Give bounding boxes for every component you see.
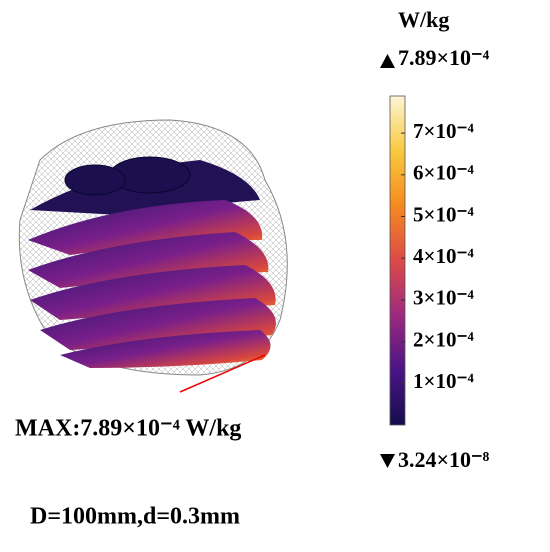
tick-label: 3×10⁻⁴ bbox=[413, 286, 475, 310]
tick-label: 5×10⁻⁴ bbox=[413, 202, 475, 226]
tick-label: 7×10⁻⁴ bbox=[413, 119, 475, 143]
tick-label: 6×10⁻⁴ bbox=[413, 161, 475, 185]
colorbar: 1×10⁻⁴ 2×10⁻⁴ 3×10⁻⁴ 4×10⁻⁴ 5×10⁻⁴ 6×10⁻⁴ 7×10… bbox=[389, 95, 475, 426]
max-annotation: MAX:7.89×10⁻⁴ W/kg bbox=[15, 416, 241, 442]
min-triangle bbox=[380, 454, 395, 468]
min-label: 3.24×10⁻⁸ bbox=[398, 447, 490, 472]
colorbar-fill bbox=[389, 95, 406, 426]
tick-label: 4×10⁻⁴ bbox=[413, 244, 475, 268]
tick-label: 1×10⁻⁴ bbox=[413, 369, 475, 393]
max-triangle bbox=[380, 54, 395, 68]
caption: D=100mm,d=0.3mm bbox=[30, 504, 240, 530]
model-render bbox=[18, 119, 288, 376]
pointer-line bbox=[179, 354, 266, 393]
tick-label: 2×10⁻⁴ bbox=[413, 327, 475, 351]
max-label: 7.89×10⁻⁴ bbox=[398, 45, 490, 70]
unit: W/kg bbox=[398, 7, 449, 32]
